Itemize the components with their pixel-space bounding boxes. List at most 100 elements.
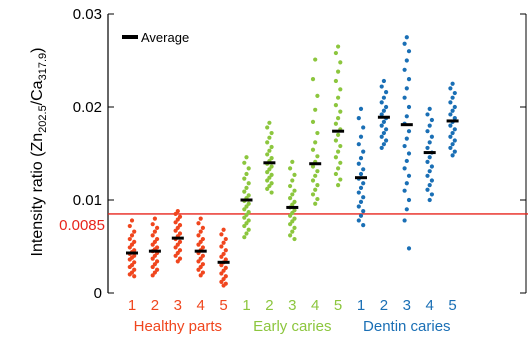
legend-average-marker — [122, 35, 138, 39]
data-point — [173, 211, 178, 217]
data-point — [406, 246, 412, 251]
data-point — [265, 125, 270, 130]
data-point — [404, 158, 409, 164]
data-point — [155, 225, 160, 230]
average-marker — [171, 236, 184, 240]
data-point — [175, 259, 180, 264]
data-point — [384, 138, 389, 143]
data-point — [196, 242, 201, 247]
data-point — [333, 155, 338, 160]
data-point — [427, 123, 432, 128]
data-point — [356, 161, 361, 166]
data-point — [381, 108, 386, 113]
data-point — [292, 236, 297, 242]
data-point — [313, 140, 318, 145]
data-point — [404, 181, 409, 186]
legend-average-label: Average — [141, 30, 189, 45]
data-point — [198, 229, 203, 234]
sample-label: 3 — [288, 297, 296, 314]
data-point — [427, 155, 432, 160]
data-point — [361, 125, 366, 130]
data-point — [402, 143, 407, 149]
data-point — [450, 153, 455, 158]
average-marker — [423, 151, 436, 155]
data-point — [429, 192, 434, 197]
data-point — [173, 220, 178, 225]
data-point — [267, 120, 272, 125]
data-point — [358, 171, 364, 177]
data-point — [404, 136, 409, 141]
data-point — [129, 218, 135, 223]
data-point — [242, 215, 247, 220]
data-point — [450, 130, 455, 136]
data-point — [452, 116, 457, 121]
data-point — [313, 57, 318, 62]
data-point — [290, 229, 295, 234]
data-point — [288, 213, 293, 218]
data-point — [338, 109, 343, 114]
data-point — [315, 130, 320, 136]
data-point — [336, 149, 341, 154]
data-point — [425, 173, 430, 178]
data-point — [219, 271, 224, 276]
data-point — [384, 104, 389, 110]
data-point — [358, 213, 364, 218]
data-point — [221, 283, 226, 288]
data-point — [338, 143, 343, 149]
data-point — [127, 236, 132, 242]
data-point — [336, 44, 341, 49]
data-point — [406, 197, 412, 203]
data-point — [219, 279, 224, 284]
data-point — [356, 218, 361, 223]
average-marker — [400, 123, 413, 127]
data-point — [448, 86, 453, 91]
data-point — [244, 231, 249, 236]
data-point — [425, 187, 430, 192]
data-point — [313, 201, 318, 206]
y-axis: 0 0.01 0.02 0.03 — [73, 6, 527, 302]
data-point — [336, 183, 341, 188]
data-point — [358, 185, 364, 191]
data-point — [402, 166, 407, 171]
sample-label: 3 — [174, 297, 182, 314]
y-axis-title-end: ) — [29, 48, 46, 53]
data-point — [381, 130, 386, 136]
data-point — [315, 169, 320, 174]
data-point — [361, 167, 366, 172]
data-point — [200, 225, 205, 230]
data-point — [361, 195, 366, 200]
data-point — [402, 188, 407, 193]
data-point — [406, 104, 412, 110]
data-point — [313, 173, 318, 178]
sample-label: 2 — [151, 297, 159, 314]
data-point — [448, 134, 453, 139]
data-point — [173, 245, 178, 250]
data-point — [338, 160, 343, 165]
data-point — [242, 189, 247, 194]
data-point — [310, 77, 316, 82]
average-markers — [126, 115, 459, 264]
data-point — [150, 233, 155, 238]
data-point — [404, 35, 409, 40]
data-point — [448, 112, 453, 117]
data-point — [429, 178, 434, 183]
data-point — [336, 166, 341, 171]
average-marker — [332, 129, 345, 133]
y-tick-label: 0.02 — [73, 99, 102, 116]
data-point — [358, 134, 364, 139]
data-point — [196, 221, 201, 226]
average-marker — [263, 161, 276, 165]
data-point — [244, 155, 249, 160]
data-point — [361, 223, 366, 228]
average-marker — [126, 251, 138, 255]
data-point — [425, 112, 430, 117]
data-point — [427, 169, 432, 174]
data-point — [381, 95, 386, 100]
sample-label: 4 — [426, 297, 434, 314]
data-point — [292, 172, 297, 177]
threshold-label: 0.0085 — [59, 217, 105, 234]
data-point — [269, 190, 274, 195]
data-point — [152, 229, 157, 234]
data-point — [310, 147, 316, 152]
